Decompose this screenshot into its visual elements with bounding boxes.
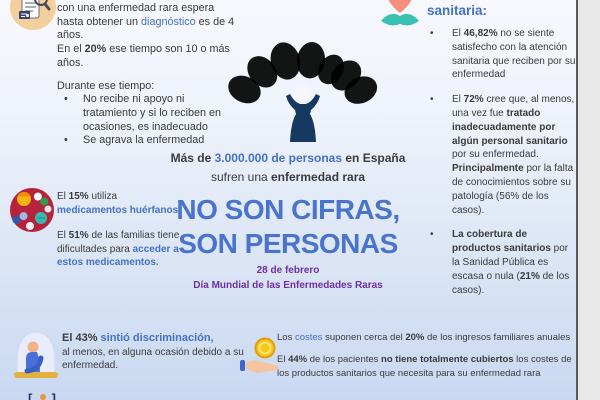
hands-holding-heart-icon (377, 0, 423, 29)
discrimination-rest: al menos, en alguna ocasión debido a su … (62, 346, 244, 372)
diagnosis-paragraph-2: En el 20% ese tiempo son 10 o más años. (57, 43, 230, 69)
bullet-marker: • (64, 93, 68, 106)
meds-paragraph-1: El 15% utiliza medicamentos huérfanos (57, 191, 179, 216)
orphan-drugs-text: El 15% utiliza medicamentos huérfanos El… (57, 190, 189, 270)
headline: NO SON CIFRAS, SON PERSONAS (140, 193, 436, 260)
bullet-marker: • (430, 28, 434, 39)
stat-line-2: sufren una enfermedad rara (210, 169, 366, 184)
bullet-marker: • (430, 229, 434, 241)
costs-paragraph-2: El 44% de los pacientes no tiene totalme… (277, 354, 572, 379)
diagnosis-paragraph-1: con una enfermedad rara espera hasta obt… (57, 2, 235, 42)
bullet-marker: • (64, 134, 68, 147)
discrimination-text: El 43% sintió discriminación, al menos, … (62, 331, 257, 373)
logo-dot (39, 394, 46, 400)
isolated-person-icon (12, 329, 60, 381)
sanitaria-heading: sanitaria: (427, 3, 488, 18)
outside-slide-area (580, 0, 600, 400)
meds-paragraph-2: El 51% de las familias tiene dificultade… (57, 230, 180, 269)
person-silhouette (286, 84, 320, 142)
diagnosis-bullet-2: • Se agrava la enfermedad (57, 134, 238, 148)
event-date: 28 de febrero (256, 265, 320, 276)
slide-canvas: con una enfermedad rara espera hasta obt… (0, 0, 578, 400)
diagnosis-bullet-1: • No recibe ni apoyo ni tratamiento y si… (57, 93, 238, 134)
event-date-block: 28 de febrero Día Mundial de las Enferme… (140, 264, 436, 293)
diagnosis-delay-text: con una enfermedad rara espera hasta obt… (57, 2, 238, 148)
diagnosis-intro: Durante ese tiempo: (57, 79, 155, 92)
care-bullet-3: • La cobertura de productos sanitarios p… (427, 228, 576, 297)
stat-line-1: Más de 3.000.000 de personas en España (170, 151, 406, 165)
care-bullet-2: • El 72% cree que, al menos, una vez fue… (427, 93, 576, 217)
diagnostico-highlight: diagnóstico (141, 15, 196, 28)
hand-coin-icon (240, 337, 284, 377)
footer-logo-partial: [ ] (28, 391, 58, 400)
rare-disease-day-hands-logo-icon: #hands-logo g.h { mix-blend-mode:multipl… (190, 0, 412, 142)
care-bullet-1: • El 46,82% no se siente satisfecho con … (427, 27, 576, 82)
costs-paragraph-1: Los costes suponen cerca del 20% de los … (277, 332, 571, 343)
bullet-marker: • (430, 94, 434, 106)
headline-line-2: SON PERSONAS (178, 227, 398, 259)
document-magnifier-icon (10, 0, 56, 30)
discrimination-lead: El 43% sintió discriminación, (62, 332, 214, 344)
headline-line-1: NO SON CIFRAS, (176, 194, 400, 225)
costs-text: Los costes suponen cerca del 20% de los … (277, 331, 575, 380)
event-name: Día Mundial de las Enfermedades Raras (193, 279, 383, 291)
sanitaria-bullet-list: • El 46,82% no se siente satisfecho con … (427, 27, 576, 308)
pills-icon (8, 186, 56, 234)
main-statistic: Más de 3.000.000 de personas en España s… (140, 149, 436, 186)
